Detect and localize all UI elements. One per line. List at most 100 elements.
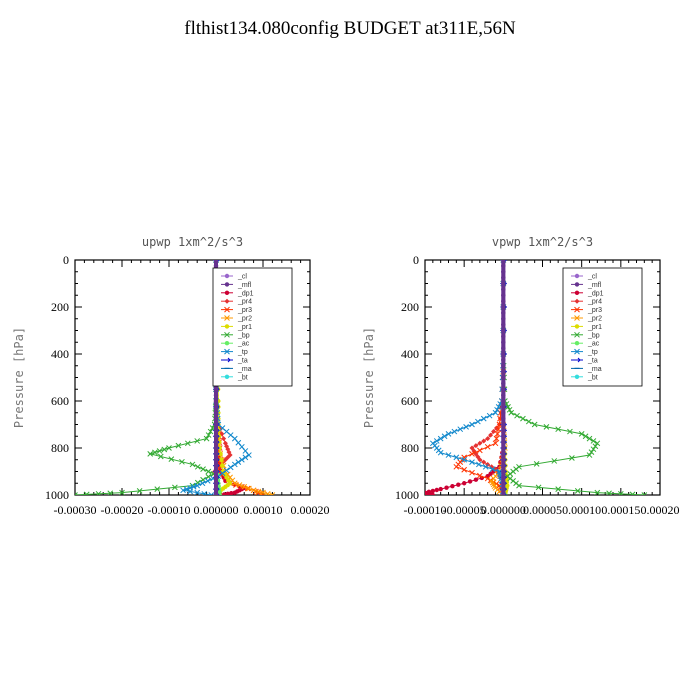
data-point: [213, 428, 219, 433]
series-line: [432, 260, 504, 495]
legend-item: _ma: [571, 366, 602, 373]
data-point: [183, 486, 190, 492]
data-point: [501, 293, 506, 298]
legend-item: _mfl: [571, 282, 602, 289]
legend-label: _ma: [587, 366, 602, 373]
data-point: [250, 487, 257, 494]
chart-panel-1: upwp 1xm^2/s^3 Pressure [hPa] 0 200 400 600 80…: [12, 235, 330, 517]
legend-label: _ta: [587, 358, 598, 365]
legend-item: _pr2: [221, 315, 252, 323]
y-tick-label: 400: [51, 347, 69, 361]
data-point: [213, 398, 219, 404]
legend-label: _bp: [237, 332, 250, 339]
data-point: [461, 466, 468, 473]
series-mfl: [501, 260, 506, 495]
data-point: [433, 438, 440, 444]
data-point: [236, 482, 243, 488]
data-point: [481, 459, 487, 465]
data-point: [450, 483, 455, 489]
legend-label: _bt: [237, 374, 248, 381]
legend-label: _cl: [587, 274, 597, 281]
legend-label: _pr2: [587, 316, 602, 323]
data-point: [157, 453, 164, 460]
legend-label: _ac: [587, 341, 600, 348]
x-tick-label: 0.000000: [194, 503, 239, 517]
x-tick-label: 0.00010: [244, 503, 283, 517]
data-point: [501, 387, 506, 392]
data-point: [501, 375, 506, 380]
data-point: [543, 423, 550, 430]
data-point: [166, 445, 172, 451]
data-point: [514, 412, 520, 419]
data-point: [231, 480, 238, 487]
legend-item: _pr4: [221, 298, 252, 306]
data-point: [255, 488, 262, 495]
data-point: [107, 490, 114, 495]
data-point: [501, 351, 506, 357]
series-line: [75, 260, 217, 495]
data-point: [168, 456, 175, 463]
series-tp: [429, 260, 507, 495]
data-point: [551, 458, 558, 464]
x-tick-label: -0.00030: [54, 503, 97, 517]
data-point: [501, 434, 506, 439]
data-point: [154, 486, 161, 492]
x-tick-label: 0.000000: [481, 503, 526, 517]
data-point: [201, 490, 208, 495]
data-point: [219, 470, 226, 477]
data-point: [213, 260, 219, 263]
x-tick-label: 0.00010: [562, 503, 601, 517]
data-point: [586, 435, 593, 442]
series-group: [425, 260, 648, 495]
data-point: [136, 488, 143, 494]
data-point: [194, 438, 201, 444]
data-point: [444, 485, 449, 490]
data-point: [476, 447, 483, 454]
data-point: [238, 456, 245, 463]
data-point: [501, 422, 506, 427]
data-point: [161, 446, 168, 453]
data-point: [574, 331, 580, 338]
data-point: [189, 461, 196, 468]
data-point: [574, 348, 580, 355]
data-point: [213, 469, 219, 474]
data-point: [590, 438, 597, 444]
data-point: [484, 475, 491, 482]
data-point: [224, 315, 230, 321]
y-tick-label: 800: [401, 441, 419, 455]
data-point: [574, 324, 580, 329]
data-point: [190, 483, 197, 490]
data-point: [501, 357, 506, 363]
data-point: [574, 488, 581, 494]
data-point: [535, 484, 542, 491]
y-tick-label: 800: [51, 441, 69, 455]
data-point: [501, 457, 506, 462]
data-point: [501, 445, 506, 451]
data-point: [477, 440, 483, 446]
data-point: [218, 451, 223, 457]
data-point: [219, 457, 224, 462]
data-point: [501, 469, 506, 474]
data-point: [501, 310, 506, 316]
data-point: [95, 490, 102, 495]
data-point: [582, 433, 589, 440]
data-point: [437, 435, 444, 442]
data-point: [457, 426, 464, 433]
data-point: [525, 418, 532, 425]
data-point: [184, 440, 191, 447]
legend-item: _tp: [571, 348, 598, 356]
data-point: [588, 449, 595, 455]
data-point: [501, 398, 506, 404]
data-point: [629, 491, 636, 495]
data-point: [480, 415, 487, 422]
data-point: [567, 428, 573, 435]
data-point: [461, 456, 468, 463]
data-point: [213, 387, 219, 392]
data-point: [175, 442, 182, 449]
data-point: [224, 273, 230, 279]
data-point: [224, 357, 231, 363]
data-point: [235, 459, 242, 465]
data-point: [508, 409, 515, 416]
data-point: [475, 418, 481, 425]
legend-label: _pr2: [237, 316, 252, 323]
